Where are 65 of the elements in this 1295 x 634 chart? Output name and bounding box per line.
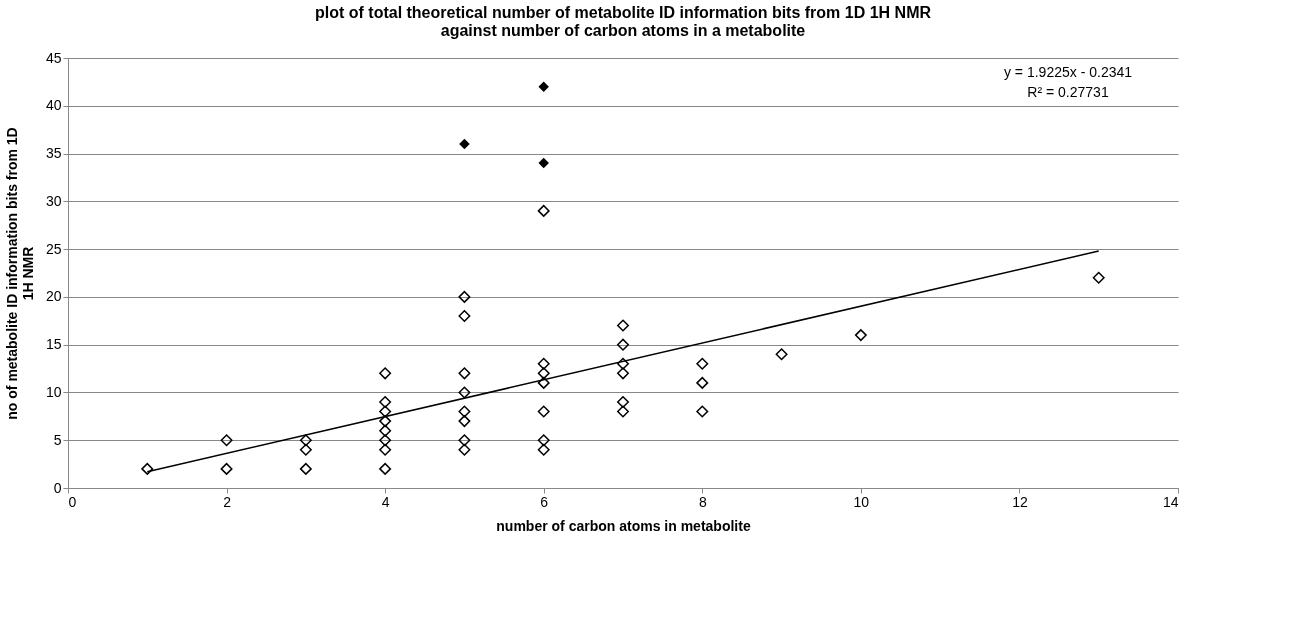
point — [458, 443, 471, 456]
y-tick-label: 0 — [53, 479, 62, 496]
point — [379, 415, 392, 428]
y-tick-label: 30 — [45, 192, 62, 209]
y-tick-label: 20 — [45, 288, 62, 305]
annotation: y = 1.9225x - 0.2341 R² = 0.27731 — [1003, 64, 1133, 100]
point — [379, 424, 392, 437]
x-tick-label: 4 — [381, 493, 390, 510]
point — [299, 443, 312, 456]
point — [458, 386, 471, 399]
point — [379, 396, 392, 408]
point — [537, 376, 550, 389]
point — [537, 443, 550, 456]
y-tick-label: 35 — [45, 145, 62, 162]
point — [617, 396, 629, 408]
point — [379, 462, 392, 475]
chart-title: plot of total theoretical number of metabolite ID information bits from 1D 1H NMR against number of carbon atoms in a metabolite — [314, 4, 932, 39]
point — [538, 81, 549, 92]
point — [617, 319, 629, 332]
point — [854, 329, 867, 342]
y-tick-label: 25 — [45, 240, 62, 257]
point — [537, 405, 550, 418]
point — [299, 434, 312, 447]
x-tick-label: 12 — [1012, 493, 1028, 510]
point — [696, 357, 709, 370]
x-tick-label: 0 — [68, 493, 77, 510]
point — [458, 415, 471, 428]
x-tick-label: 2 — [223, 493, 232, 510]
y-axis-title: no of metabolite ID information bits from 1D 1H NMR — [3, 127, 36, 420]
point — [696, 405, 709, 418]
x-tick-label: 10 — [853, 493, 870, 510]
point — [379, 434, 392, 447]
point — [458, 434, 471, 447]
point — [775, 348, 788, 361]
point — [459, 138, 470, 150]
point — [220, 462, 233, 475]
point — [379, 443, 392, 456]
point — [458, 367, 471, 380]
point — [617, 367, 629, 380]
point — [299, 462, 312, 475]
x-tick-label: 6 — [540, 493, 549, 510]
point — [537, 357, 550, 370]
point — [379, 367, 392, 380]
point — [458, 290, 471, 303]
point — [141, 462, 154, 475]
y-tick-label: 40 — [45, 97, 62, 114]
point — [617, 338, 629, 351]
point — [537, 434, 550, 447]
point — [220, 434, 233, 447]
point — [696, 376, 709, 389]
y-tick-label: 10 — [45, 383, 62, 400]
x-tick-label: 8 — [698, 493, 707, 510]
point — [458, 405, 471, 418]
point — [379, 405, 392, 418]
point — [1092, 271, 1105, 284]
point — [458, 310, 471, 322]
point — [617, 405, 629, 418]
point — [617, 357, 629, 370]
point — [538, 157, 549, 169]
y-tick-label: 15 — [45, 336, 62, 353]
x-tick-label: 14 — [1162, 493, 1179, 510]
x-axis-title: number of carbon atoms in metabolite — [496, 517, 751, 534]
point — [537, 204, 550, 217]
y-tick-label: 5 — [53, 431, 62, 448]
y-tick-label: 45 — [45, 49, 62, 66]
